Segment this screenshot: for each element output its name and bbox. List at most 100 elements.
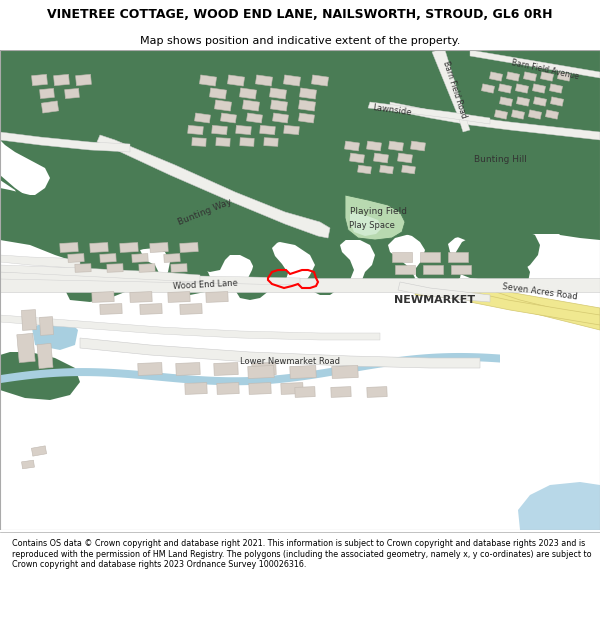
Bar: [185, 382, 207, 394]
Bar: [367, 387, 387, 398]
Bar: [515, 84, 529, 93]
Bar: [212, 126, 227, 134]
Bar: [60, 242, 78, 252]
Bar: [139, 264, 155, 272]
Bar: [164, 254, 180, 262]
Bar: [247, 113, 262, 123]
Bar: [242, 100, 260, 111]
Bar: [344, 141, 359, 151]
Polygon shape: [0, 352, 80, 400]
Bar: [53, 74, 70, 86]
Polygon shape: [97, 135, 330, 238]
Text: Playing Field: Playing Field: [349, 208, 407, 216]
Bar: [332, 366, 358, 379]
Bar: [511, 110, 524, 119]
Bar: [272, 113, 289, 123]
Bar: [76, 74, 91, 86]
Polygon shape: [0, 255, 80, 268]
Bar: [284, 126, 299, 134]
Bar: [168, 292, 190, 302]
Polygon shape: [0, 140, 50, 195]
Bar: [22, 309, 37, 331]
Polygon shape: [415, 282, 600, 322]
Bar: [264, 138, 278, 146]
Bar: [180, 242, 198, 252]
Text: Map shows position and indicative extent of the property.: Map shows position and indicative extent…: [140, 36, 460, 46]
Text: Lower Newmarket Road: Lower Newmarket Road: [240, 357, 340, 366]
Bar: [217, 382, 239, 394]
Polygon shape: [368, 102, 490, 124]
Bar: [260, 126, 275, 134]
Bar: [529, 110, 542, 119]
Bar: [410, 141, 425, 151]
Polygon shape: [32, 320, 78, 350]
Bar: [248, 366, 274, 379]
Bar: [65, 88, 79, 99]
Polygon shape: [350, 212, 382, 236]
Bar: [392, 252, 412, 262]
Bar: [523, 72, 536, 81]
Bar: [481, 84, 494, 93]
Text: Barn Field Road: Barn Field Road: [442, 60, 469, 120]
Bar: [206, 292, 228, 302]
Bar: [517, 97, 530, 106]
Bar: [214, 100, 232, 111]
Bar: [107, 264, 123, 272]
Bar: [68, 254, 84, 262]
Bar: [367, 141, 382, 151]
Bar: [100, 254, 116, 262]
Bar: [494, 110, 508, 119]
Bar: [140, 304, 162, 314]
Bar: [395, 265, 415, 274]
Polygon shape: [80, 338, 480, 368]
Bar: [194, 113, 211, 123]
Bar: [192, 138, 206, 146]
Bar: [350, 153, 364, 163]
Bar: [420, 252, 440, 262]
Bar: [269, 88, 287, 99]
Polygon shape: [470, 50, 600, 78]
Text: Barn Field Avenue: Barn Field Avenue: [511, 59, 580, 81]
Bar: [506, 72, 520, 81]
Text: Bunting Way: Bunting Way: [177, 197, 233, 227]
Bar: [256, 75, 272, 86]
Bar: [180, 304, 202, 314]
Bar: [389, 141, 403, 151]
Bar: [75, 264, 91, 272]
Polygon shape: [0, 132, 130, 152]
Bar: [533, 97, 547, 106]
Bar: [37, 343, 53, 369]
Bar: [227, 75, 245, 86]
Bar: [90, 242, 108, 252]
Polygon shape: [0, 188, 600, 295]
Bar: [401, 165, 415, 174]
Bar: [271, 100, 287, 111]
Bar: [451, 265, 471, 274]
Bar: [216, 138, 230, 146]
Bar: [545, 110, 559, 119]
Bar: [532, 84, 545, 93]
Bar: [448, 252, 468, 262]
Bar: [132, 254, 148, 262]
Bar: [499, 97, 512, 106]
Bar: [171, 264, 187, 272]
Bar: [31, 446, 47, 456]
Bar: [40, 88, 55, 99]
Bar: [380, 165, 394, 174]
Polygon shape: [432, 50, 470, 132]
Text: Wood End Lane: Wood End Lane: [172, 279, 238, 291]
Bar: [281, 382, 303, 394]
Bar: [298, 100, 316, 111]
Bar: [150, 242, 168, 252]
Bar: [239, 88, 257, 99]
Bar: [120, 242, 138, 252]
Bar: [550, 97, 563, 106]
Polygon shape: [545, 192, 600, 240]
Text: Seven Acres Road: Seven Acres Road: [502, 282, 578, 302]
Bar: [252, 362, 276, 376]
Polygon shape: [0, 278, 600, 292]
Bar: [557, 72, 571, 81]
Bar: [240, 138, 254, 146]
Bar: [130, 292, 152, 302]
Polygon shape: [398, 282, 490, 302]
